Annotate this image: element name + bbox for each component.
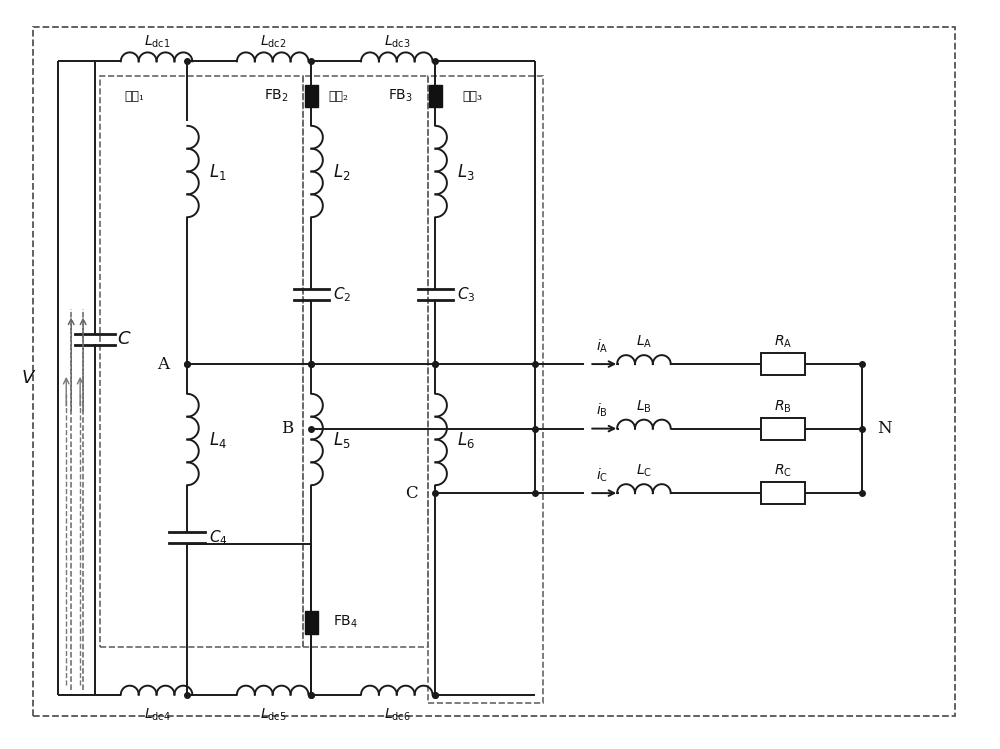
Bar [100,76,303,647]
Text: $V$: $V$ [21,369,36,387]
Text: $L_{\rm dc4}$: $L_{\rm dc4}$ [144,706,171,723]
Text: B: B [281,420,294,437]
Text: $i_{\rm A}$: $i_{\rm A}$ [596,338,608,355]
Bar [761,354,805,375]
Text: $\mathrm{FB}_2$: $\mathrm{FB}_2$ [264,88,289,104]
Bar [428,76,543,703]
Text: $L_2$: $L_2$ [333,162,351,181]
Text: $R_{\rm B}$: $R_{\rm B}$ [774,398,792,415]
Text: $\mathrm{FB}_4$: $\mathrm{FB}_4$ [333,614,358,631]
Bar [761,418,805,440]
Text: $L_{\rm C}$: $L_{\rm C}$ [636,463,652,479]
Text: $C_3$: $C_3$ [457,285,476,304]
Text: $R_{\rm A}$: $R_{\rm A}$ [774,334,792,351]
Text: $L_{\rm dc5}$: $L_{\rm dc5}$ [260,706,287,723]
Text: $L_5$: $L_5$ [333,429,351,449]
Text: C: C [405,485,418,502]
Text: $C_4$: $C_4$ [209,529,228,547]
Text: A: A [157,356,169,372]
Text: $L_1$: $L_1$ [209,162,227,181]
Text: $L_{\rm A}$: $L_{\rm A}$ [636,334,652,351]
Bar [305,610,318,634]
Text: $L_6$: $L_6$ [457,429,475,449]
Text: 回路₁: 回路₁ [125,90,145,103]
Text: $R_{\rm C}$: $R_{\rm C}$ [774,463,792,479]
Text: $C$: $C$ [117,330,131,348]
Bar [429,85,442,108]
Text: 回路₃: 回路₃ [462,90,482,103]
Text: $i_{\rm C}$: $i_{\rm C}$ [596,467,608,484]
Text: $L_{\rm B}$: $L_{\rm B}$ [636,398,652,415]
Text: $\mathrm{FB}_3$: $\mathrm{FB}_3$ [388,88,413,104]
Text: $L_3$: $L_3$ [457,162,475,181]
Bar [761,482,805,504]
Text: $i_{\rm B}$: $i_{\rm B}$ [596,402,608,419]
Text: $L_{\rm dc6}$: $L_{\rm dc6}$ [384,706,411,723]
Text: $L_{\rm dc3}$: $L_{\rm dc3}$ [384,33,411,49]
Text: $L_{\rm dc1}$: $L_{\rm dc1}$ [144,33,171,49]
Text: $L_4$: $L_4$ [209,429,227,449]
Text: N: N [877,420,892,437]
Text: $L_{\rm dc2}$: $L_{\rm dc2}$ [260,33,287,49]
Bar [305,85,318,108]
Bar [303,76,428,647]
Text: 回路₂: 回路₂ [328,90,348,103]
Text: $C_2$: $C_2$ [333,285,352,304]
